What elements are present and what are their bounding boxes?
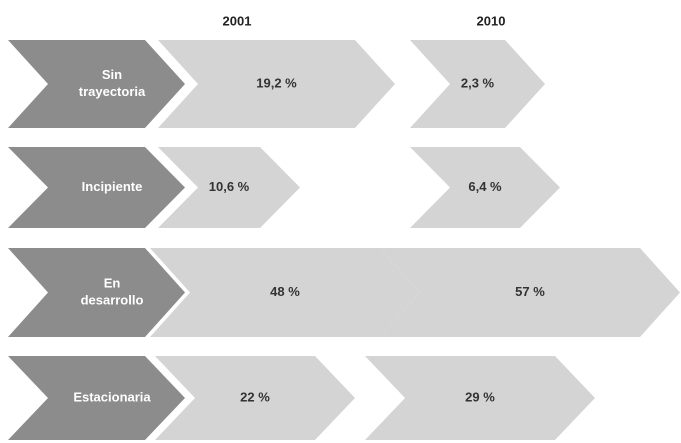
value-chevron [365,356,595,440]
category-label: desarrollo [81,292,144,307]
value-chevron [155,356,355,440]
value-label: 10,6 % [209,179,250,194]
value-chevron [158,147,300,228]
value-chevron [380,248,680,337]
value-label: 2,3 % [461,75,495,90]
value-chevron [410,40,545,128]
category-label: Sin [102,67,122,82]
value-label: 19,2 % [256,75,297,90]
value-chevron [150,248,420,337]
value-label: 48 % [270,284,300,299]
column-header: 2001 [223,13,252,28]
category-label: En [104,275,121,290]
category-chevron [8,40,185,128]
value-label: 57 % [515,284,545,299]
value-label: 6,4 % [468,179,502,194]
category-chevron [8,248,185,337]
category-chevron [8,147,185,228]
category-chevron [8,356,185,440]
value-label: 22 % [240,389,270,404]
value-label: 29 % [465,389,495,404]
value-chevron [410,147,560,228]
value-chevron [158,40,395,128]
category-label: trayectoria [79,84,146,99]
category-label: Incipiente [82,179,143,194]
category-label: Estacionaria [73,389,151,404]
column-header: 2010 [477,13,506,28]
